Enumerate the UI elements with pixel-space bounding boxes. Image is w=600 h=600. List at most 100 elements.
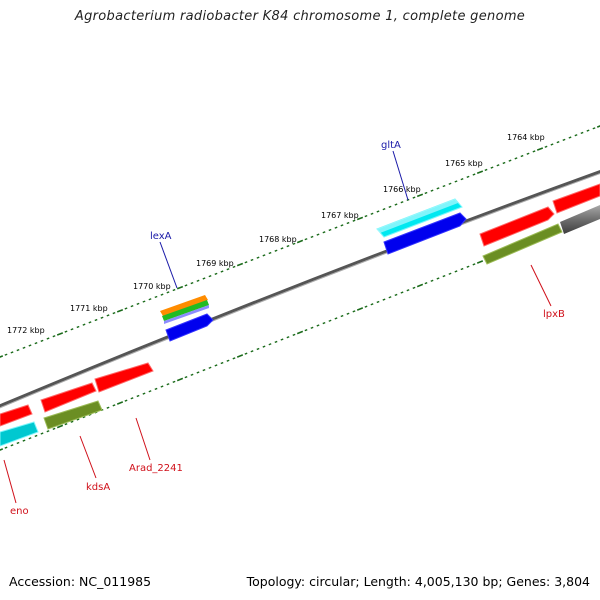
gene-gltA-adjacent[interactable] — [383, 212, 467, 255]
scale-top-minor-tick — [28, 344, 32, 347]
scale-bottom-minor-tick — [400, 291, 404, 294]
scale-bottom-minor-tick — [154, 387, 158, 391]
scale-top-minor-tick — [46, 337, 50, 340]
scale-top-minor-tick — [370, 212, 374, 215]
gene-red-left-3[interactable] — [0, 404, 33, 427]
gene-lpxB[interactable] — [482, 223, 563, 265]
scale-bottom-minor-tick — [172, 380, 176, 383]
scale-top-minor-tick — [268, 251, 272, 255]
scale-top-minor-tick — [388, 205, 392, 208]
scale-top-minor-tick — [430, 189, 434, 192]
scale-top-minor-tick — [520, 154, 524, 158]
gene-label-eno: eno — [10, 506, 29, 517]
gene-gray-right[interactable] — [560, 205, 600, 234]
scale-top-minor-tick — [376, 210, 380, 213]
scale-bottom-minor-tick — [388, 296, 392, 299]
scale-top-minor-tick — [76, 325, 80, 329]
callout-line-eno — [3, 459, 17, 504]
scale-bottom-minor-tick — [220, 361, 224, 365]
scale-bottom-minor-tick — [28, 437, 32, 440]
scale-top-minor-tick — [454, 180, 458, 183]
scale-bottom-minor-tick — [232, 357, 236, 360]
gene-red-left-1[interactable] — [94, 362, 154, 393]
gene-lexA-layer2 — [162, 300, 209, 321]
scale-bottom-minor-tick — [208, 366, 212, 369]
gene-red-right-1[interactable] — [479, 206, 555, 247]
gene-label-lpxB: lpxB — [543, 309, 565, 320]
scale-top-minor-tick — [496, 164, 500, 167]
scale-bottom-minor-tick — [280, 338, 284, 341]
scale-top-minor-tick — [592, 127, 596, 130]
scale-bottom-minor-tick — [64, 423, 68, 426]
scale-bottom-minor-tick — [112, 404, 116, 407]
scale-bottom-minor-tick — [466, 265, 470, 268]
scale-top-minor-tick — [22, 346, 26, 349]
scale-top-minor-tick — [436, 187, 440, 190]
scale-bottom-minor-tick — [322, 321, 326, 325]
scale-bottom-minor-tick — [436, 277, 440, 280]
scale-top-minor-tick — [106, 314, 110, 317]
scale-top-major-tick — [536, 147, 544, 151]
scale-bottom-minor-tick — [442, 274, 446, 278]
scale-bottom-minor-tick — [22, 439, 26, 442]
scale-bottom-minor-tick — [352, 310, 356, 313]
scale-bottom-minor-tick — [124, 399, 128, 402]
scale-top-minor-tick — [82, 323, 86, 326]
scale-bottom-minor-tick — [148, 390, 152, 393]
scale-bottom-minor-tick — [370, 303, 374, 306]
scale-bottom-minor-tick — [406, 289, 410, 292]
forward-genes — [0, 183, 600, 427]
scale-bottom-minor-tick — [46, 430, 50, 433]
scale-top-minor-tick — [364, 214, 368, 218]
gene-red-right-2[interactable] — [552, 183, 600, 214]
map-title: Agrobacterium radiobacter K84 chromosome… — [74, 9, 526, 24]
gene-red-left-2[interactable] — [40, 382, 97, 413]
scale-top-minor-tick — [94, 318, 98, 322]
scale-top-minor-tick — [274, 249, 278, 252]
scale-top-major-tick — [356, 216, 364, 221]
gene-cyan-left[interactable] — [0, 421, 39, 447]
scale-bottom-minor-tick — [430, 279, 434, 282]
scale-bottom-major-tick — [0, 448, 4, 452]
scale-bottom-minor-tick — [16, 441, 20, 445]
genome-summary-text: Topology: circular; Length: 4,005,130 bp… — [246, 574, 590, 589]
scale-bottom-major-tick — [56, 424, 64, 429]
scale-top-minor-tick — [244, 261, 248, 264]
scale-top-major-tick — [296, 239, 304, 244]
chromosome-backbone — [0, 170, 600, 408]
scale-top-minor-tick — [382, 208, 386, 211]
scale-top-minor-tick — [442, 184, 446, 188]
scale-top-minor-tick — [136, 302, 140, 305]
scale-bottom-minor-tick — [292, 333, 296, 336]
scale-top-minor-tick — [550, 143, 554, 146]
scale-labels: 1764 kbp 1765 kbp 1766 kbp 1767 kbp 1768… — [7, 133, 545, 335]
gene-lexA-adjacent[interactable] — [165, 313, 214, 342]
scale-bottom-minor-tick — [4, 446, 8, 449]
scale-bottom-minor-tick — [454, 270, 458, 273]
scale-top-minor-tick — [250, 258, 254, 262]
scale-bottom-major-tick — [476, 260, 484, 264]
scale-label-1768: 1768 kbp — [259, 235, 297, 244]
scale-bottom-minor-tick — [328, 319, 332, 322]
scale-label-1767: 1767 kbp — [321, 211, 359, 220]
scale-top-minor-tick — [556, 141, 560, 144]
callout-lines — [3, 150, 552, 504]
gene-lexA[interactable] — [160, 295, 208, 316]
scale-top-minor-tick — [574, 134, 578, 137]
scale-top-minor-tick — [214, 272, 218, 275]
gene-kdsA[interactable] — [43, 400, 103, 430]
scale-label-1765: 1765 kbp — [445, 159, 483, 168]
scale-top-minor-tick — [310, 235, 314, 239]
scale-top-minor-tick — [208, 275, 212, 278]
scale-top-minor-tick — [202, 277, 206, 280]
gene-label-kdsA: kdsA — [86, 482, 110, 493]
scale-bottom-minor-tick — [184, 376, 188, 379]
scale-top-minor-tick — [460, 178, 464, 181]
scale-top-minor-tick — [394, 203, 398, 206]
scale-top-minor-tick — [130, 305, 134, 308]
scale-top-major-tick — [416, 193, 424, 198]
callout-line-lexA — [159, 241, 178, 289]
callout-line-gltA — [392, 150, 409, 201]
scale-bottom-minor-tick — [160, 385, 164, 388]
chromosome-backbone-highlight — [0, 173, 600, 409]
